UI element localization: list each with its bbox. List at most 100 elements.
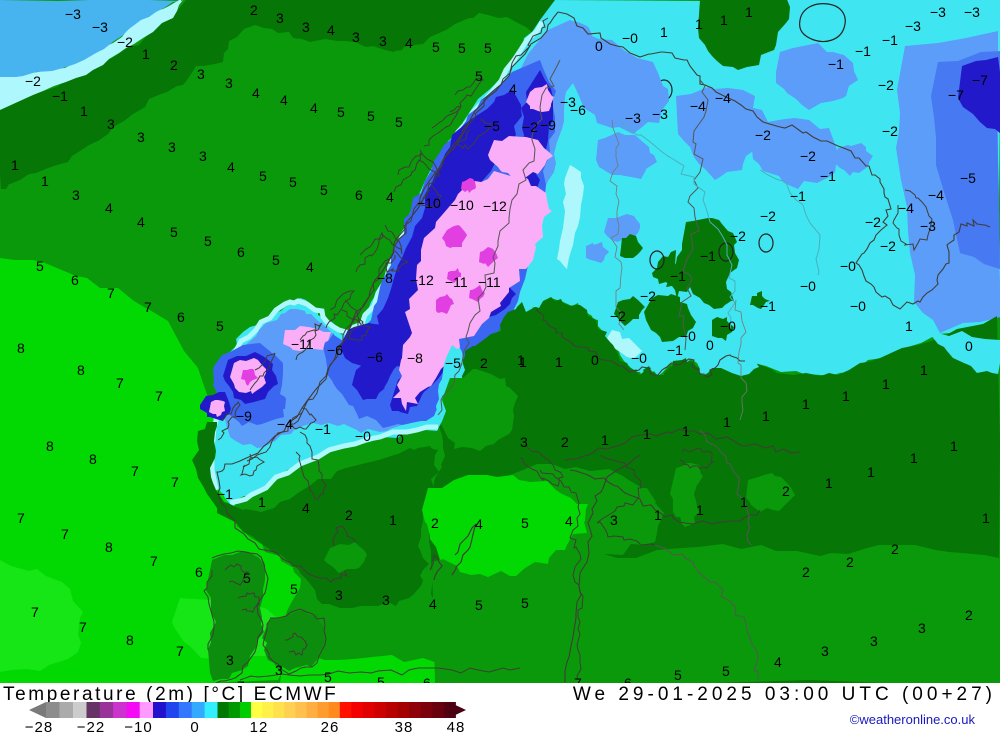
svg-text:7: 7 <box>144 299 152 315</box>
svg-text:3: 3 <box>302 19 310 35</box>
svg-text:2: 2 <box>170 57 178 73</box>
svg-text:5: 5 <box>521 515 529 531</box>
svg-text:0: 0 <box>965 338 973 354</box>
svg-text:−10: −10 <box>450 197 474 213</box>
svg-text:7: 7 <box>171 474 179 490</box>
svg-text:−8: −8 <box>407 350 423 366</box>
svg-text:1: 1 <box>882 376 890 392</box>
svg-text:4: 4 <box>302 500 310 516</box>
svg-text:5: 5 <box>259 168 267 184</box>
svg-text:5: 5 <box>170 224 178 240</box>
svg-text:−1: −1 <box>882 32 898 48</box>
svg-text:−6: −6 <box>367 349 383 365</box>
svg-text:1: 1 <box>80 103 88 119</box>
svg-text:5: 5 <box>320 182 328 198</box>
svg-text:−3: −3 <box>625 110 641 126</box>
svg-text:−3: −3 <box>905 18 921 34</box>
svg-text:−2: −2 <box>730 228 746 244</box>
svg-text:3: 3 <box>379 33 387 49</box>
svg-text:3: 3 <box>352 29 360 45</box>
svg-text:1: 1 <box>41 173 49 189</box>
svg-text:1: 1 <box>745 4 753 20</box>
svg-text:1: 1 <box>910 450 918 466</box>
svg-text:5: 5 <box>722 663 730 679</box>
svg-text:8: 8 <box>89 451 97 467</box>
svg-text:−0: −0 <box>680 328 696 344</box>
svg-text:8: 8 <box>105 539 113 555</box>
svg-text:−8: −8 <box>377 270 393 286</box>
svg-text:7: 7 <box>176 643 184 659</box>
svg-text:−1: −1 <box>315 421 331 437</box>
svg-text:4: 4 <box>565 513 573 529</box>
svg-text:−1: −1 <box>667 342 683 358</box>
svg-text:−3: −3 <box>560 94 576 110</box>
svg-text:0: 0 <box>591 352 599 368</box>
svg-text:5: 5 <box>395 114 403 130</box>
svg-text:−5: −5 <box>484 118 500 134</box>
svg-text:3: 3 <box>107 116 115 132</box>
svg-text:−10: −10 <box>417 195 441 211</box>
svg-text:−7: −7 <box>948 87 964 103</box>
svg-text:−11: −11 <box>291 336 314 352</box>
svg-text:−2: −2 <box>882 123 898 139</box>
svg-text:5: 5 <box>377 674 385 683</box>
svg-text:−2: −2 <box>880 238 896 254</box>
svg-text:5: 5 <box>243 570 251 586</box>
svg-text:1: 1 <box>11 157 19 173</box>
svg-text:−2: −2 <box>865 214 881 230</box>
svg-text:5: 5 <box>324 669 332 683</box>
svg-text:−3: −3 <box>92 19 108 35</box>
svg-text:4: 4 <box>227 159 235 175</box>
svg-text:5: 5 <box>458 40 466 56</box>
svg-text:3: 3 <box>276 10 284 26</box>
svg-text:−3: −3 <box>930 4 946 20</box>
svg-text:4: 4 <box>306 259 314 275</box>
svg-text:2: 2 <box>802 564 810 580</box>
svg-text:1: 1 <box>905 318 913 334</box>
svg-text:1: 1 <box>555 354 563 370</box>
svg-text:7: 7 <box>150 553 158 569</box>
svg-text:6: 6 <box>195 564 203 580</box>
svg-text:5: 5 <box>432 39 440 55</box>
svg-text:−1: −1 <box>855 43 871 59</box>
svg-text:5: 5 <box>36 258 44 274</box>
svg-text:−0: −0 <box>800 278 816 294</box>
svg-text:−4: −4 <box>715 90 731 106</box>
svg-text:1: 1 <box>696 502 704 518</box>
svg-text:−1: −1 <box>828 56 844 72</box>
svg-text:2: 2 <box>846 554 854 570</box>
svg-text:3: 3 <box>918 620 926 636</box>
svg-text:5: 5 <box>337 104 345 120</box>
svg-text:−11: −11 <box>478 274 501 290</box>
svg-text:−9: −9 <box>236 408 252 424</box>
svg-text:3: 3 <box>197 66 205 82</box>
svg-text:4: 4 <box>405 35 413 51</box>
svg-text:1: 1 <box>867 464 875 480</box>
svg-text:−11: −11 <box>445 274 468 290</box>
svg-text:7: 7 <box>107 285 115 301</box>
svg-text:5: 5 <box>484 40 492 56</box>
svg-text:5: 5 <box>674 667 682 683</box>
svg-text:−2: −2 <box>640 288 656 304</box>
svg-text:5: 5 <box>216 318 224 334</box>
svg-text:3: 3 <box>137 129 145 145</box>
svg-text:4: 4 <box>386 189 394 205</box>
svg-text:4: 4 <box>280 92 288 108</box>
svg-text:8: 8 <box>77 362 85 378</box>
svg-text:4: 4 <box>137 214 145 230</box>
svg-text:−12: −12 <box>410 272 434 288</box>
svg-text:−3: −3 <box>652 106 668 122</box>
svg-text:1: 1 <box>762 408 770 424</box>
svg-text:−9: −9 <box>540 117 556 133</box>
svg-text:2: 2 <box>561 434 569 450</box>
svg-text:−2: −2 <box>610 308 626 324</box>
svg-text:5: 5 <box>475 597 483 613</box>
svg-text:3: 3 <box>275 662 283 678</box>
svg-text:1: 1 <box>695 16 703 32</box>
svg-text:−1: −1 <box>700 248 716 264</box>
svg-text:4: 4 <box>105 200 113 216</box>
svg-text:3: 3 <box>335 587 343 603</box>
svg-text:8: 8 <box>46 438 54 454</box>
svg-text:1: 1 <box>654 507 662 523</box>
svg-text:−3: −3 <box>920 218 936 234</box>
